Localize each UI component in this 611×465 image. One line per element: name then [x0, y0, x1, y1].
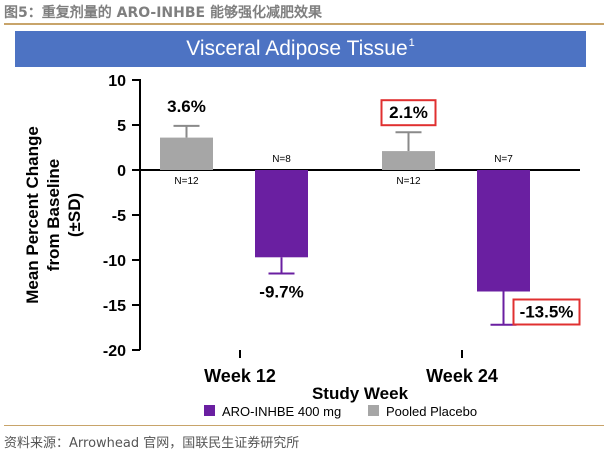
y-axis-label-line: Mean Percent Change: [23, 126, 42, 304]
y-tick-label: -5: [112, 208, 126, 225]
aro-value-label: -9.7%: [259, 283, 303, 302]
highlight-box: [380, 99, 437, 127]
source-note: 资料来源：Arrowhead 官网，国联民生证券研究所: [4, 436, 300, 451]
figure-caption: 图5：重复剂量的 ARO-INHBE 能够强化减肥效果: [4, 5, 322, 21]
caption-divider: [4, 23, 604, 25]
y-tick-label: 5: [117, 118, 126, 135]
placebo-value-label: 2.1%: [389, 103, 428, 122]
y-axis-label-line: from Baseline: [44, 159, 63, 271]
x-tick-label: Week 24: [426, 366, 498, 386]
aro-value-label: -13.5%: [520, 303, 574, 322]
placebo-value-label: 3.6%: [167, 97, 206, 116]
legend-swatch-placebo: [368, 405, 379, 416]
y-tick-label: -15: [103, 298, 126, 315]
chart-title: Visceral Adipose Tissue: [186, 37, 408, 60]
chart-title-footnote: 1: [408, 37, 415, 49]
legend-label-placebo: Pooled Placebo: [386, 404, 477, 419]
placebo-n-label: N=12: [396, 176, 421, 187]
y-axis-label-line: (±SD): [65, 193, 84, 237]
aro-n-label: N=7: [494, 154, 513, 165]
y-tick-label: -20: [103, 343, 126, 360]
chart-title-banner: Visceral Adipose Tissue1: [15, 31, 586, 67]
x-tick-label: Week 12: [204, 366, 276, 386]
placebo-bar: [160, 137, 213, 170]
y-tick-label: 0: [117, 163, 126, 180]
aro-n-label: N=8: [272, 154, 291, 165]
legend-swatch-aro: [204, 405, 215, 416]
legend-label-aro: ARO-INHBE 400 mg: [222, 404, 341, 419]
aro-bar: [477, 170, 530, 292]
x-axis-label: Study Week: [312, 384, 409, 403]
y-tick-label: 10: [108, 73, 126, 90]
y-axis-label: Mean Percent Change from Baseline (±SD): [23, 126, 84, 304]
aro-bar: [255, 170, 308, 258]
source-divider: [4, 425, 604, 426]
placebo-bar: [382, 151, 435, 170]
y-tick-label: -10: [103, 253, 126, 270]
highlight-box: [512, 298, 581, 326]
placebo-n-label: N=12: [174, 176, 199, 187]
